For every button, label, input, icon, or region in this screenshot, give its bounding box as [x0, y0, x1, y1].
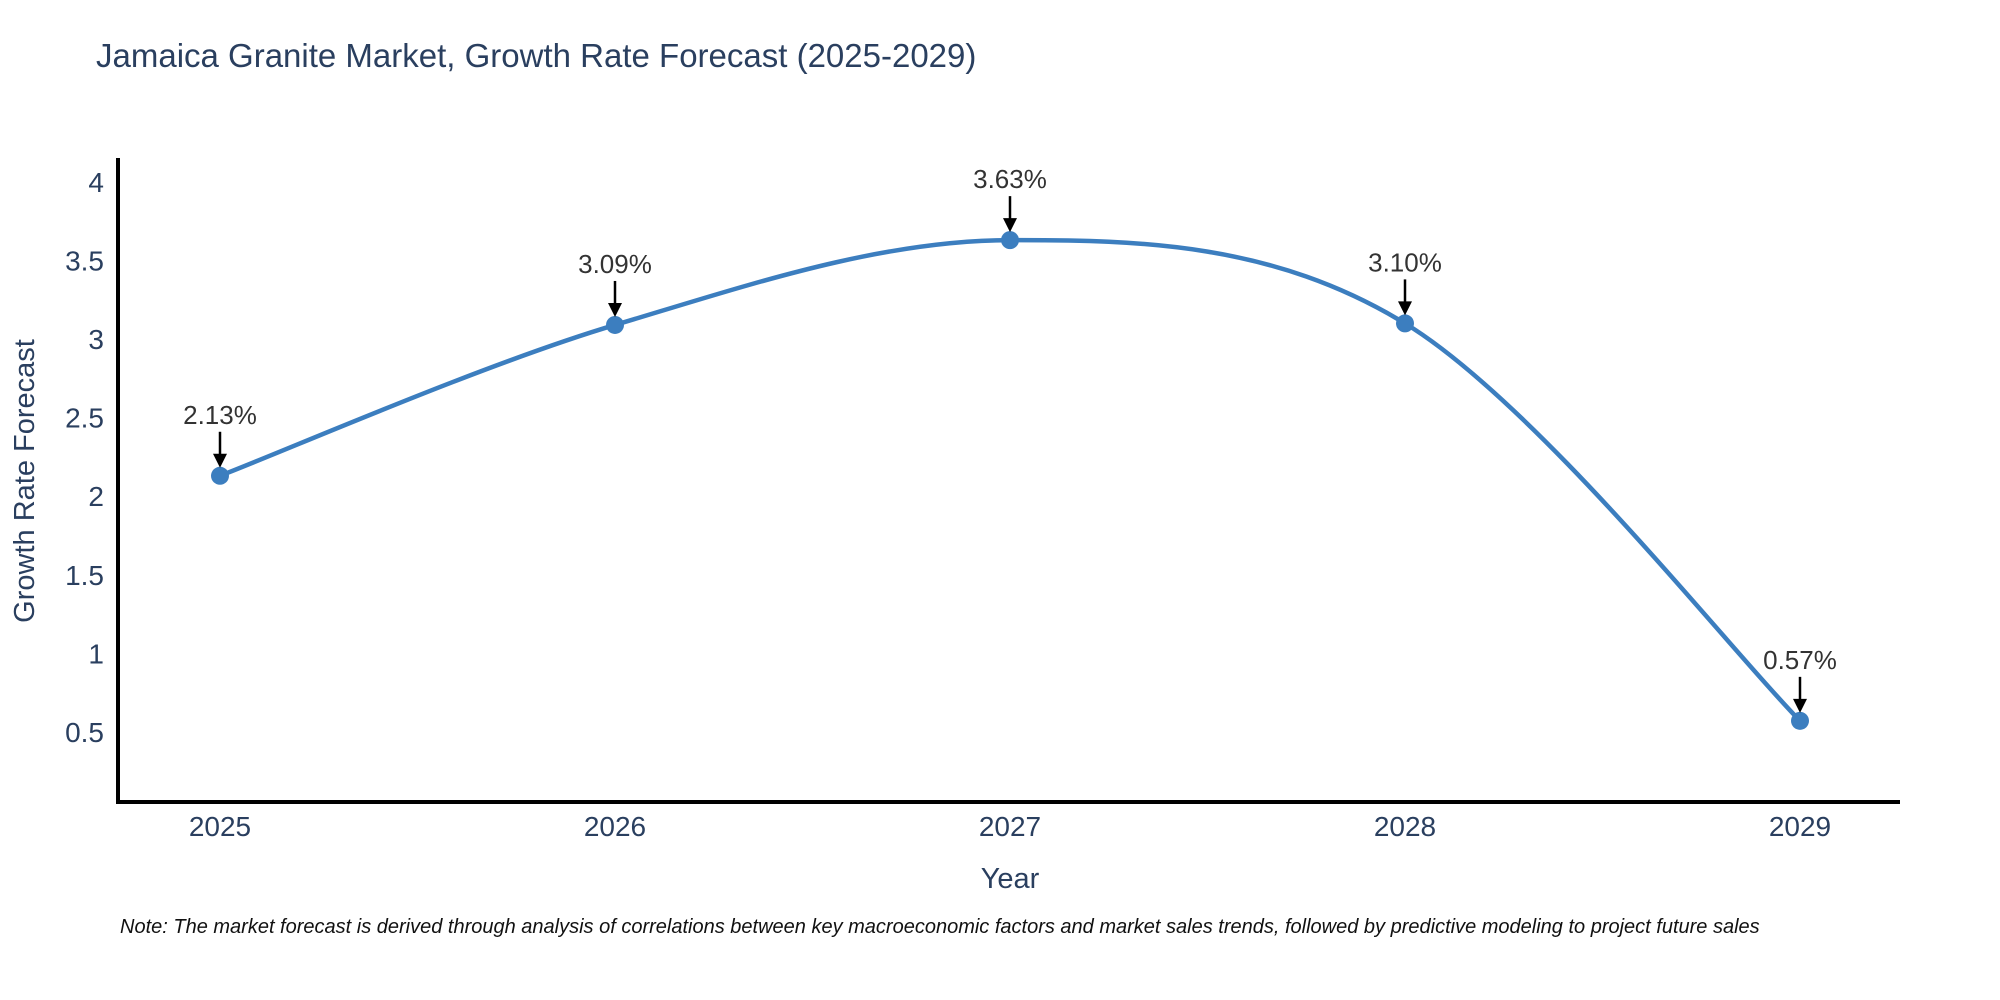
y-axis-ticks: 0.5 1 1.5 2 2.5 3 3.5 4 [65, 167, 104, 748]
y-tick-label: 2 [88, 481, 104, 512]
annotation-arrowhead [1398, 301, 1412, 316]
y-axis-title: Growth Rate Forecast [9, 339, 41, 623]
x-tick-label: 2028 [1374, 811, 1436, 842]
data-point-marker [211, 466, 229, 485]
point-annotation: 0.57% [1763, 645, 1837, 675]
annotation-arrowhead [1793, 698, 1807, 713]
data-point-markers [211, 231, 1809, 730]
point-annotation: 3.10% [1368, 247, 1442, 277]
chart-title: Jamaica Granite Market, Growth Rate Fore… [96, 37, 977, 74]
y-tick-label: 2.5 [65, 403, 104, 434]
y-tick-label: 1.5 [65, 560, 104, 591]
data-point-marker [1001, 231, 1019, 250]
x-tick-label: 2029 [1769, 811, 1831, 842]
x-tick-label: 2025 [189, 811, 251, 842]
y-tick-label: 3 [88, 324, 104, 355]
data-point-marker [1791, 711, 1809, 730]
point-annotations: 2.13% 3.09% 3.63% 3.10% 0.57% [183, 164, 1837, 713]
x-axis-title: Year [981, 863, 1040, 895]
annotation-arrowhead [608, 302, 622, 317]
annotation-arrowhead [213, 453, 227, 468]
point-annotation: 3.63% [973, 164, 1047, 194]
point-annotation: 2.13% [183, 400, 257, 430]
data-point-marker [606, 315, 624, 334]
series-line [217, 237, 1803, 724]
y-tick-label: 0.5 [65, 717, 104, 748]
x-tick-label: 2026 [584, 811, 646, 842]
note-text: Note: The market forecast is derived thr… [120, 916, 1760, 938]
x-axis-ticks: 2025 2026 2027 2028 2029 [189, 811, 1831, 842]
annotation-arrowhead [1003, 218, 1017, 233]
data-point-marker [1396, 314, 1414, 333]
point-annotation: 3.09% [578, 249, 652, 279]
y-tick-label: 1 [88, 638, 104, 669]
y-tick-label: 4 [88, 167, 104, 198]
x-tick-label: 2027 [979, 811, 1041, 842]
y-tick-label: 3.5 [65, 246, 104, 277]
